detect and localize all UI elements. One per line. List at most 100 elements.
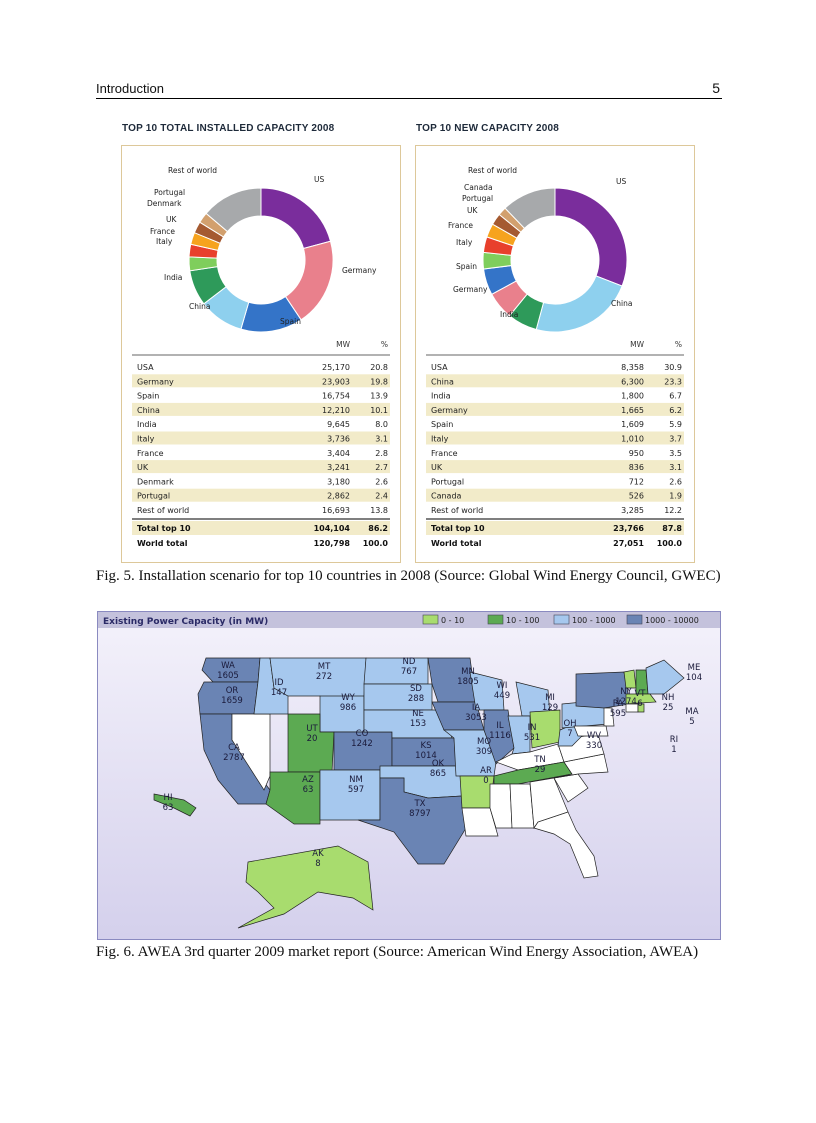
slice-label-india: India bbox=[164, 273, 182, 282]
slice-label-spain: Spain bbox=[456, 262, 477, 271]
state-mw-wy: 986 bbox=[340, 703, 356, 713]
state-abbr-ut: UT bbox=[306, 724, 318, 734]
table-row-mw: 526 bbox=[629, 492, 644, 501]
state-mw-ok: 865 bbox=[430, 769, 446, 779]
state-abbr-wa: WA bbox=[221, 661, 235, 671]
state-mw-vt: 6 bbox=[637, 699, 642, 709]
legend-label-3: 1000 - 10000 bbox=[645, 616, 699, 625]
state-abbr-oh: OH bbox=[563, 719, 576, 729]
row-shade bbox=[132, 521, 390, 535]
total-top10-label: Total top 10 bbox=[137, 524, 191, 533]
state-mw-mn: 1805 bbox=[457, 677, 479, 687]
table-row-mw: 16,693 bbox=[322, 506, 350, 515]
state-mw-wv: 330 bbox=[586, 741, 602, 751]
table-row-pct: 6.7 bbox=[669, 392, 682, 401]
state-ak bbox=[237, 845, 374, 929]
state-me bbox=[645, 659, 685, 695]
state-mw-ia: 3053 bbox=[465, 713, 487, 723]
table-row-mw: 3,180 bbox=[327, 477, 350, 486]
slice-label-canada: Canada bbox=[464, 183, 493, 192]
state-abbr-mt: MT bbox=[318, 662, 331, 672]
table-row-mw: 712 bbox=[629, 477, 644, 486]
slice-label-rest-of-world: Rest of world bbox=[468, 166, 517, 175]
state-mw-ne: 153 bbox=[410, 719, 426, 729]
table-row-mw: 12,210 bbox=[322, 406, 350, 415]
us-map-graphic: Existing Power Capacity (in MW) 0 - 10 10 … bbox=[98, 612, 720, 929]
state-mw-nh: 25 bbox=[663, 703, 674, 713]
table-row-pct: 5.9 bbox=[669, 420, 682, 429]
table-row-country: UK bbox=[137, 463, 149, 472]
state-mw-tx: 8797 bbox=[409, 809, 431, 819]
world-total-label: World total bbox=[431, 539, 482, 548]
table-row-mw: 1,609 bbox=[621, 420, 644, 429]
slice-label-italy: Italy bbox=[156, 237, 173, 246]
row-shade bbox=[426, 460, 684, 474]
row-shade bbox=[132, 488, 390, 502]
legend-swatch-3 bbox=[626, 614, 643, 625]
state-abbr-ks: KS bbox=[421, 741, 432, 751]
state-abbr-il: IL bbox=[496, 721, 504, 731]
total-top10-pct: 86.2 bbox=[368, 524, 388, 533]
table-row-country: Portugal bbox=[137, 492, 170, 501]
state-abbr-ne: NE bbox=[412, 709, 424, 719]
table-row-pct: 3.5 bbox=[669, 449, 682, 458]
legend-label-2: 100 - 1000 bbox=[572, 616, 616, 625]
row-shade bbox=[426, 402, 684, 416]
table-row-country: France bbox=[431, 449, 458, 458]
legend-swatch-2 bbox=[553, 614, 570, 625]
state-abbr-or: OR bbox=[226, 686, 239, 696]
table-row-mw: 3,404 bbox=[327, 449, 350, 458]
row-shade bbox=[426, 488, 684, 502]
state-abbr-me: ME bbox=[688, 663, 701, 673]
state-abbr-vt: VT bbox=[634, 689, 646, 699]
state-nj bbox=[603, 707, 615, 727]
state-ar bbox=[459, 775, 495, 809]
row-shade bbox=[132, 402, 390, 416]
table-row-pct: 2.4 bbox=[375, 492, 388, 501]
state-mw-ut: 20 bbox=[307, 734, 318, 744]
table-row-mw: 3,285 bbox=[621, 506, 644, 515]
row-shade bbox=[132, 460, 390, 474]
slice-label-us: US bbox=[314, 175, 324, 184]
row-shade bbox=[132, 431, 390, 445]
slice-label-rest-of-world: Rest of world bbox=[168, 166, 217, 175]
table-row-country: Rest of world bbox=[431, 506, 483, 515]
state-abbr-az: AZ bbox=[302, 775, 314, 785]
table-row-country: UK bbox=[431, 463, 443, 472]
new-chart-title: TOP 10 NEW CAPACITY 2008 bbox=[416, 123, 559, 134]
slice-label-germany: Germany bbox=[453, 285, 488, 294]
state-abbr-wy: WY bbox=[341, 693, 355, 703]
state-ri bbox=[637, 703, 645, 713]
world-total-mw: 120,798 bbox=[314, 539, 351, 548]
state-abbr-pa: PA bbox=[613, 699, 624, 709]
state-abbr-ia: IA bbox=[472, 703, 481, 713]
table-row-pct: 3.1 bbox=[669, 463, 682, 472]
state-abbr-tx: TX bbox=[413, 799, 425, 809]
slice-label-italy: Italy bbox=[456, 238, 473, 247]
slice-label-uk: UK bbox=[467, 206, 478, 215]
table-row-country: Italy bbox=[137, 435, 155, 444]
total-top10-mw: 104,104 bbox=[314, 524, 351, 533]
table-row-mw: 1,800 bbox=[621, 392, 644, 401]
table-row-pct: 3.1 bbox=[375, 435, 388, 444]
table-row-mw: 9,645 bbox=[327, 420, 350, 429]
table-row-country: Germany bbox=[137, 377, 174, 386]
slice-label-france: France bbox=[150, 227, 175, 236]
state-il bbox=[483, 709, 515, 765]
state-mw-mo: 309 bbox=[476, 747, 492, 757]
table-row-mw: 8,358 bbox=[621, 363, 644, 372]
state-ny bbox=[575, 671, 631, 709]
state-mw-ma: 5 bbox=[689, 717, 694, 727]
row-shade bbox=[426, 431, 684, 445]
state-abbr-nm: NM bbox=[349, 775, 363, 785]
state-mw-tn: 29 bbox=[535, 765, 546, 775]
state-mw-sd: 288 bbox=[408, 694, 424, 704]
table-row-pct: 2.6 bbox=[669, 477, 682, 486]
table-row-country: Denmark bbox=[137, 477, 174, 486]
installed-capacity-graphic: USGermanySpainChinaIndiaItalyFranceUKDen… bbox=[132, 166, 390, 548]
new-capacity-graphic: US China India Germany Spain Italy France UK Por… bbox=[426, 166, 684, 548]
table-row-pct: 10.1 bbox=[370, 406, 388, 415]
table-row-mw: 2,862 bbox=[327, 492, 350, 501]
legend-label-0: 0 - 10 bbox=[441, 616, 464, 625]
table-row-country: India bbox=[137, 420, 157, 429]
